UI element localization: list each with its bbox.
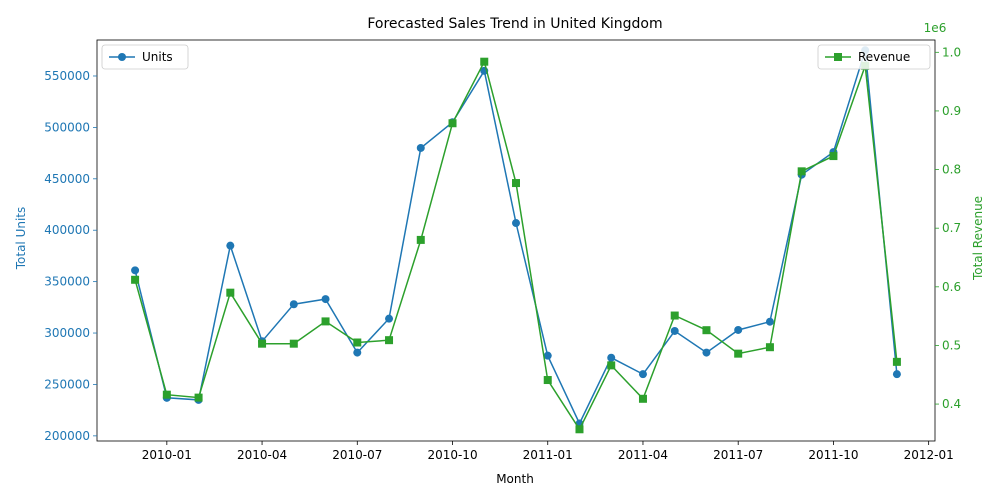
- plot-area: [96, 39, 936, 442]
- left-tick-label: 250000: [44, 377, 90, 391]
- right-axis-offset-text: 1e6: [924, 21, 947, 35]
- legend-label: Units: [142, 50, 173, 64]
- data-point-revenue: [670, 311, 679, 320]
- series-line-revenue: [134, 59, 898, 431]
- data-point-revenue: [480, 57, 489, 66]
- data-point-units: [607, 353, 616, 362]
- chart-title: Forecasted Sales Trend in United Kingdom: [367, 16, 662, 32]
- legend-marker: [118, 53, 126, 61]
- data-point-revenue: [702, 326, 711, 335]
- left-axis-title: Total Units: [14, 207, 28, 271]
- x-tick-label: 2010-07: [332, 448, 382, 462]
- x-tick-label: 2010-01: [142, 448, 192, 462]
- plot-frame: [96, 39, 936, 442]
- left-tick-label: 200000: [44, 429, 90, 443]
- data-point-revenue: [607, 361, 616, 370]
- data-point-revenue: [638, 394, 647, 403]
- right-tick-label: 1.0: [942, 45, 961, 59]
- data-point-revenue: [289, 339, 298, 348]
- x-axis-title: Month: [496, 472, 534, 486]
- right-tick-label: 0.8: [942, 163, 961, 177]
- data-point-units: [765, 317, 774, 326]
- series-units: [131, 46, 901, 428]
- legend-label: Revenue: [858, 50, 910, 64]
- x-tick-label: 2011-01: [523, 448, 573, 462]
- data-point-revenue: [226, 288, 235, 297]
- data-point-revenue: [194, 393, 203, 402]
- x-axis: 2010-01 2010-04 2010-07 2010-10 2011-01 2011-…: [142, 441, 954, 462]
- x-tick-label: 2012-01: [904, 448, 954, 462]
- legend-marker: [834, 53, 842, 61]
- series-line-units: [134, 50, 898, 426]
- left-tick-label: 550000: [44, 69, 90, 83]
- right-tick-label: 0.9: [942, 104, 961, 118]
- data-point-revenue: [385, 336, 394, 345]
- data-point-revenue: [765, 343, 774, 352]
- data-point-revenue: [162, 390, 171, 399]
- x-tick-label: 2010-04: [237, 448, 287, 462]
- data-point-units: [385, 314, 394, 323]
- data-point-units: [353, 348, 362, 357]
- data-point-revenue: [448, 119, 457, 128]
- data-point-units: [638, 370, 647, 379]
- x-tick-label: 2011-10: [808, 448, 858, 462]
- data-point-revenue: [321, 317, 330, 326]
- data-point-revenue: [892, 357, 901, 366]
- data-point-units: [670, 326, 679, 335]
- data-point-revenue: [258, 339, 267, 348]
- data-point-units: [512, 219, 520, 228]
- legend-box: [101, 44, 189, 70]
- right-tick-label: 0.4: [942, 397, 961, 411]
- data-point-units: [734, 325, 743, 334]
- data-point-units: [892, 370, 901, 379]
- legend-box: [817, 44, 931, 70]
- data-point-units: [416, 143, 425, 152]
- data-point-revenue: [734, 349, 743, 358]
- data-point-units: [131, 266, 140, 275]
- data-point-revenue: [131, 275, 140, 284]
- data-point-units: [321, 295, 330, 304]
- data-point-revenue: [575, 425, 584, 434]
- data-point-revenue: [829, 152, 838, 161]
- data-point-revenue: [512, 179, 520, 188]
- data-point-units: [543, 351, 552, 360]
- left-y-axis: 200000 250000 300000 350000 400000 450000 5000…: [44, 69, 97, 443]
- data-point-revenue: [353, 338, 362, 347]
- legend-units: Units: [101, 44, 189, 70]
- left-tick-label: 350000: [44, 275, 90, 289]
- left-tick-label: 500000: [44, 120, 90, 134]
- data-point-revenue: [797, 167, 806, 176]
- right-axis-title: Total Revenue: [971, 196, 985, 281]
- right-tick-label: 0.5: [942, 338, 961, 352]
- series-revenue: [131, 57, 901, 434]
- data-point-revenue: [416, 235, 425, 244]
- left-tick-label: 400000: [44, 223, 90, 237]
- left-tick-label: 300000: [44, 326, 90, 340]
- right-tick-label: 0.6: [942, 280, 961, 294]
- data-point-units: [226, 241, 235, 250]
- legend-revenue: Revenue: [817, 44, 931, 70]
- x-tick-label: 2010-10: [427, 448, 477, 462]
- right-y-axis: 0.4 0.5 0.6 0.7 0.8 0.9 1.0: [935, 45, 961, 411]
- series-layer: [131, 46, 901, 434]
- right-tick-label: 0.7: [942, 221, 961, 235]
- data-point-revenue: [543, 376, 552, 385]
- data-point-units: [289, 300, 298, 309]
- left-tick-label: 450000: [44, 172, 90, 186]
- data-point-units: [702, 348, 711, 357]
- x-tick-label: 2011-04: [618, 448, 668, 462]
- x-tick-label: 2011-07: [713, 448, 763, 462]
